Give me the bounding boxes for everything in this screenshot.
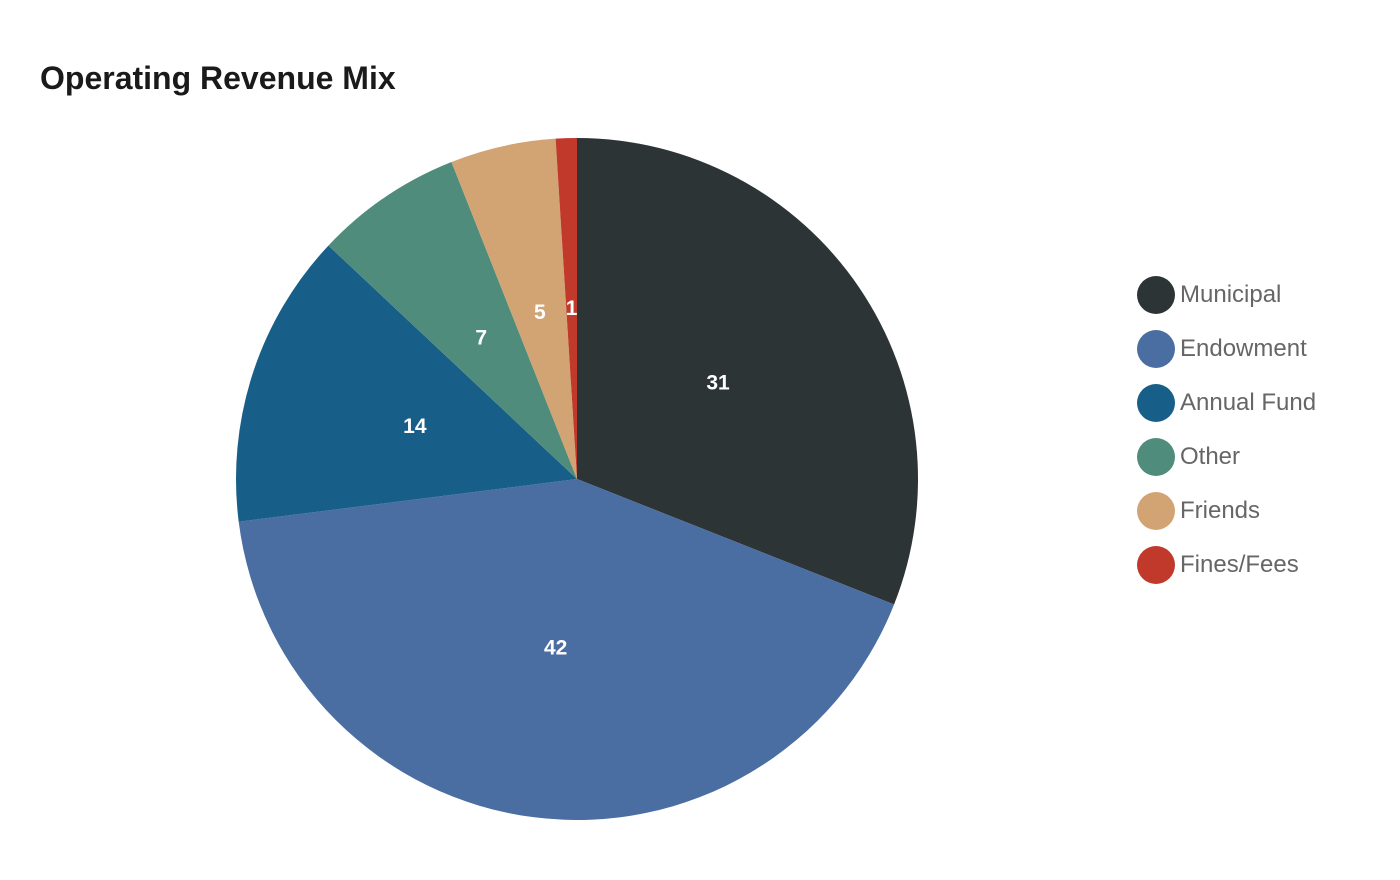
legend-item-friends: Friends: [1137, 492, 1316, 530]
pie-slices: [236, 138, 918, 820]
data-label-municipal: 31: [706, 372, 730, 395]
data-label-other: 7: [475, 326, 487, 349]
legend-item-other: Other: [1137, 438, 1316, 476]
pie-slice-municipal: [577, 138, 918, 605]
pie-data-labels: 31 42 14 7 5 1: [403, 297, 730, 660]
legend-label: Friends: [1180, 497, 1261, 524]
legend-swatch: [1137, 492, 1175, 530]
legend-swatch: [1137, 546, 1175, 584]
pie-slice-fines-fees: [555, 138, 577, 479]
pie-slice-friends: [451, 138, 577, 479]
data-label-fines-fees: 1: [566, 297, 578, 320]
legend-label: Municipal: [1180, 281, 1282, 308]
legend-item-municipal: Municipal: [1137, 276, 1316, 314]
legend-swatch: [1137, 384, 1175, 422]
legend-swatch: [1137, 276, 1175, 314]
chart-title: Operating Revenue Mix: [40, 60, 396, 96]
legend-swatch: [1137, 330, 1175, 368]
legend-label: Annual Fund: [1180, 389, 1317, 416]
data-label-endowment: 42: [544, 637, 567, 660]
legend-label: Other: [1180, 443, 1241, 470]
pie-slice-other: [328, 161, 577, 479]
legend-label: Endowment: [1180, 335, 1307, 362]
legend-item-fines-fees: Fines/Fees: [1137, 546, 1316, 584]
pie-slice-endowment: [238, 479, 895, 820]
legend-item-annual-fund: Annual Fund: [1137, 384, 1316, 422]
legend-swatch: [1137, 438, 1175, 476]
chart-legend: Municipal Endowment Annual Fund Other Friend…: [1137, 276, 1316, 600]
data-label-friends: 5: [534, 301, 546, 324]
data-label-annual-fund: 14: [403, 415, 427, 438]
legend-item-endowment: Endowment: [1137, 330, 1316, 368]
pie-slice-annual-fund: [236, 245, 578, 522]
legend-label: Fines/Fees: [1180, 551, 1299, 578]
